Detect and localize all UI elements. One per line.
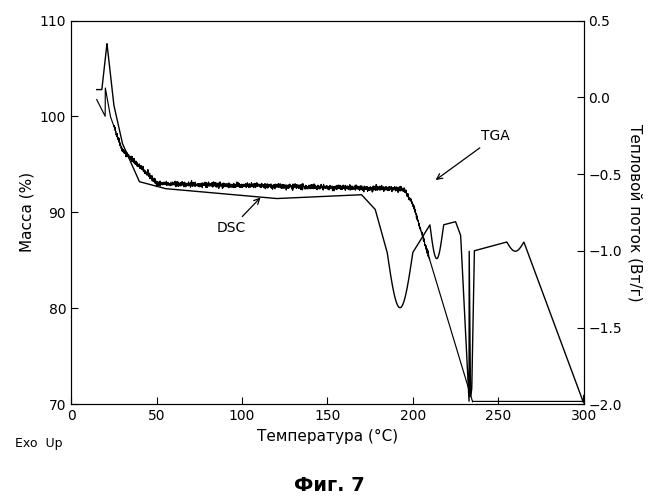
Y-axis label: Тепловой поток (Вт/г): Тепловой поток (Вт/г): [628, 124, 643, 301]
X-axis label: Температура (°C): Температура (°C): [257, 428, 398, 444]
Text: Exo  Up: Exo Up: [14, 437, 63, 450]
Text: DSC: DSC: [216, 198, 259, 235]
Text: TGA: TGA: [437, 130, 510, 179]
Text: Фиг. 7: Фиг. 7: [293, 476, 365, 495]
Y-axis label: Масса (%): Масса (%): [19, 172, 34, 252]
